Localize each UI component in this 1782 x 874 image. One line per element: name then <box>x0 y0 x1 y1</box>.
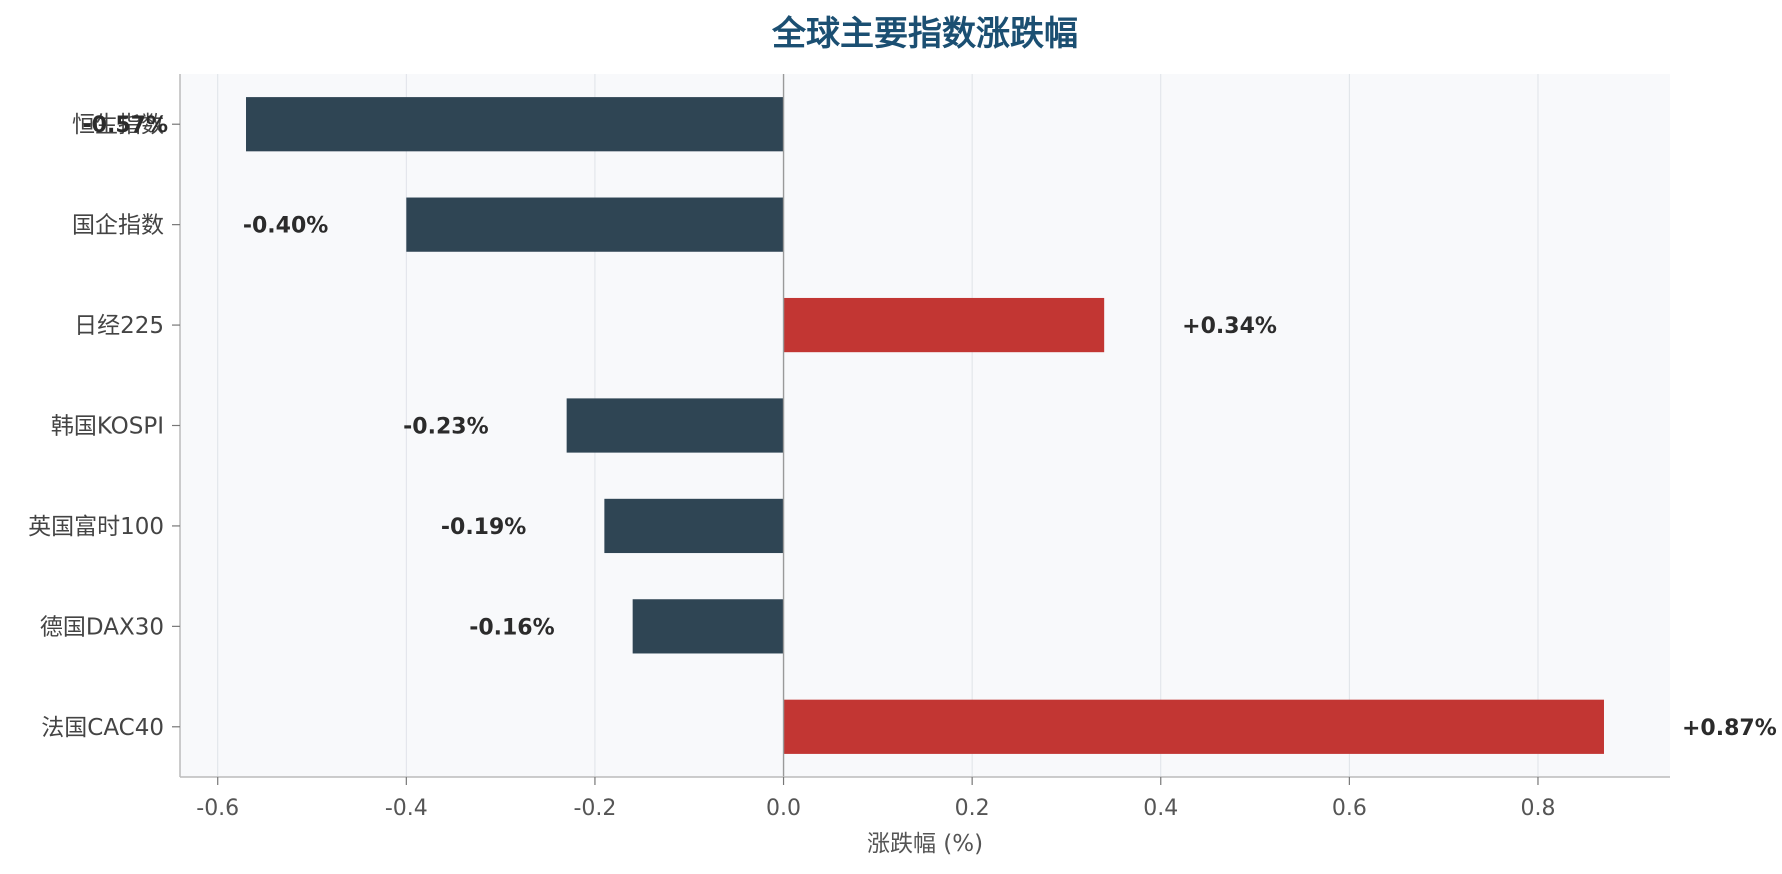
x-tick-labels: -0.6 -0.4 -0.2 0.0 0.2 0.4 0.6 0.8 <box>196 777 1555 821</box>
bar <box>632 599 784 654</box>
data-label: -0.23% <box>403 415 488 440</box>
y-tick-label: 法国CAC40 <box>41 715 164 741</box>
x-tick-label: 0.2 <box>955 796 990 821</box>
y-tick-label: 英国富时100 <box>28 514 164 540</box>
bar <box>246 97 784 152</box>
x-tick-label: 0.4 <box>1143 796 1178 821</box>
chart-title: 全球主要指数涨跌幅 <box>771 14 1078 54</box>
y-tick-label: 韩国KOSPI <box>51 414 164 440</box>
x-tick-label: -0.6 <box>196 796 239 821</box>
data-label: +0.87% <box>1682 716 1777 741</box>
data-label: -0.57% <box>83 113 168 138</box>
plot-area <box>180 74 1670 777</box>
x-tick-label: 0.8 <box>1520 796 1555 821</box>
bar <box>566 398 784 453</box>
x-tick-label: -0.2 <box>573 796 616 821</box>
bar <box>783 699 1604 754</box>
x-tick-label: -0.4 <box>385 796 428 821</box>
y-tick-label: 恒生指数 <box>72 112 164 138</box>
y-tick-label: 国企指数 <box>72 213 164 239</box>
bar <box>406 197 784 252</box>
bar <box>604 498 784 554</box>
bar <box>783 297 1105 353</box>
x-tick-label: 0.0 <box>766 796 801 821</box>
x-tick-label: 0.6 <box>1332 796 1367 821</box>
data-label: +0.34% <box>1182 314 1277 339</box>
y-tick-label: 日经225 <box>74 313 164 339</box>
y-tick-label: 德国DAX30 <box>40 614 164 640</box>
bars <box>246 97 1604 754</box>
data-label: -0.19% <box>441 515 526 540</box>
data-labels: -0.57% -0.40% +0.34% -0.23% -0.19% -0.16% +0.8… <box>83 113 1777 741</box>
data-label: -0.16% <box>469 615 554 640</box>
data-label: -0.40% <box>243 214 328 239</box>
x-axis-label: 涨跌幅 (%) <box>867 831 983 857</box>
